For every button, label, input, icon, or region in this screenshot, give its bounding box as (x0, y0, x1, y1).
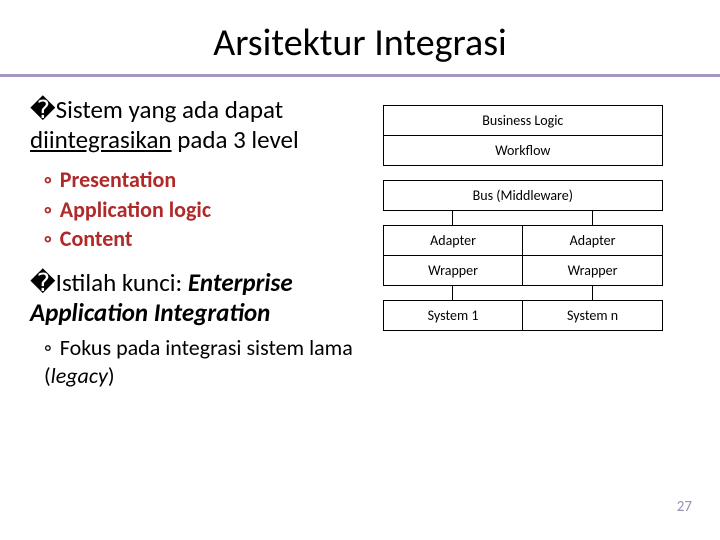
diagram-spacer (383, 166, 663, 180)
box-workflow: Workflow (383, 136, 663, 166)
sublist-item: ◦ Application logic (44, 195, 363, 225)
vertical-line-icon (592, 286, 593, 300)
ring-bullet: ◦ (44, 225, 52, 252)
box-wrapper-right: Wrapper (523, 256, 663, 286)
p1-frag1: Sistem (56, 94, 123, 125)
text-column: �Sistem yang ada dapat diintegrasikan pa… (30, 95, 363, 389)
sub2-italic: legacy (51, 362, 108, 389)
sublist2-item: ◦Fokus pada integrasi sistem lama (legac… (44, 334, 363, 389)
sublist-label: Content (60, 225, 133, 252)
paragraph-1: �Sistem yang ada dapat diintegrasikan pa… (30, 95, 363, 155)
sublist-label: Application logic (60, 196, 211, 223)
box-adapter-left: Adapter (383, 225, 524, 256)
page-number: 27 (677, 498, 692, 516)
vertical-line-icon (452, 286, 453, 300)
connector-row (383, 286, 663, 300)
box-wrapper-left: Wrapper (383, 256, 524, 286)
sublist-2: ◦Fokus pada integrasi sistem lama (legac… (30, 334, 363, 389)
p1-frag2: yang ada dapat (123, 94, 283, 125)
connector (523, 211, 663, 225)
box-business-logic: Business Logic (383, 105, 663, 136)
connector-row (383, 211, 663, 225)
paragraph-2: �Istilah kunci: Enterprise Application I… (30, 268, 363, 328)
slide-title: Arsitektur Integrasi (30, 20, 690, 66)
box-adapter-right: Adapter (523, 225, 663, 256)
system-row: System 1 System n (383, 300, 663, 331)
title-divider (0, 74, 720, 77)
vertical-line-icon (452, 211, 453, 225)
connector (383, 286, 523, 300)
sublist-item: ◦ Presentation (44, 165, 363, 195)
sublist-label: Presentation (60, 166, 176, 193)
bullet-glyph: � (30, 269, 56, 297)
wrapper-row: Wrapper Wrapper (383, 256, 663, 286)
ring-bullet: ◦ (44, 166, 52, 193)
content-area: �Sistem yang ada dapat diintegrasikan pa… (30, 95, 690, 389)
p1-frag3-underlined: diintegrasikan (30, 124, 172, 155)
connector (383, 211, 523, 225)
box-system-n: System n (523, 300, 663, 331)
box-system-1: System 1 (383, 300, 524, 331)
p2-frag2: kunci: (116, 267, 188, 298)
p1-frag4: pada 3 level (172, 124, 299, 155)
ring-bullet: ◦ (44, 196, 52, 223)
bullet-glyph: � (30, 96, 56, 124)
diagram-column: Business Logic Workflow Bus (Middleware)… (383, 95, 690, 389)
ring-bullet: ◦ (44, 334, 52, 361)
sub2-text2: ) (108, 362, 115, 389)
adapter-row: Adapter Adapter (383, 225, 663, 256)
architecture-diagram: Business Logic Workflow Bus (Middleware)… (383, 105, 663, 331)
p2-frag1: Istilah (56, 267, 117, 298)
sublist-1: ◦ Presentation ◦ Application logic ◦ Conten… (30, 165, 363, 254)
connector (523, 286, 663, 300)
box-bus-middleware: Bus (Middleware) (383, 180, 663, 211)
sublist-item: ◦ Content (44, 224, 363, 254)
vertical-line-icon (592, 211, 593, 225)
